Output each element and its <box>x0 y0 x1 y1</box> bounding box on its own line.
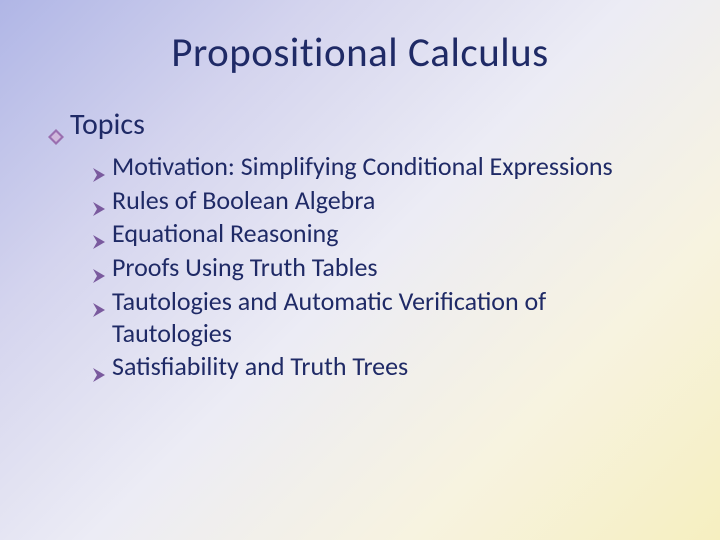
arrow-bullet-icon <box>92 159 108 175</box>
list-item-text: Motivation: Simplifying Conditional Expr… <box>112 151 613 183</box>
list-item-text: Satisfiability and Truth Trees <box>112 351 408 383</box>
list-item: Equational Reasoning <box>92 218 672 250</box>
list-item: Proofs Using Truth Tables <box>92 252 672 284</box>
arrow-bullet-icon <box>92 260 108 276</box>
arrow-bullet-icon <box>92 226 108 242</box>
topics-list: Motivation: Simplifying Conditional Expr… <box>92 151 672 383</box>
arrow-bullet-icon <box>92 294 108 310</box>
list-item: Motivation: Simplifying Conditional Expr… <box>92 151 672 183</box>
list-item: Satisfiability and Truth Trees <box>92 351 672 383</box>
list-item-text: Equational Reasoning <box>112 218 338 250</box>
arrow-bullet-icon <box>92 193 108 209</box>
section-header: Topics <box>48 106 672 143</box>
topics-section: Topics Motivation: Simplifying Condition… <box>48 106 672 383</box>
arrow-bullet-icon <box>92 359 108 375</box>
diamond-bullet-icon <box>48 117 64 133</box>
slide: Propositional Calculus Topics Motivation… <box>0 0 720 540</box>
section-label: Topics <box>70 106 145 143</box>
slide-title: Propositional Calculus <box>48 28 672 78</box>
list-item-text: Rules of Boolean Algebra <box>112 185 375 217</box>
list-item-text: Proofs Using Truth Tables <box>112 252 378 284</box>
list-item: Rules of Boolean Algebra <box>92 185 672 217</box>
list-item-text: Tautologies and Automatic Verification o… <box>112 286 652 349</box>
list-item: Tautologies and Automatic Verification o… <box>92 286 672 349</box>
